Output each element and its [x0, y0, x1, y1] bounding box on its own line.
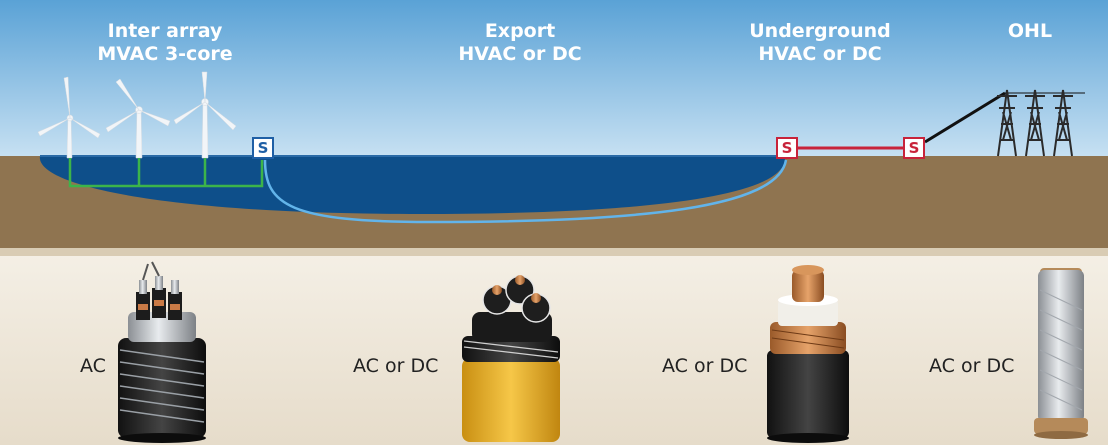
- cable-label-export: AC or DC: [353, 355, 439, 377]
- offshore-substation-box: S: [252, 137, 274, 159]
- header-inter-array: Inter array MVAC 3-core: [60, 20, 270, 66]
- header-ohl-line1: OHL: [1007, 20, 1053, 42]
- cable-cross-section-icon: [118, 261, 206, 443]
- export-cable: [263, 159, 788, 224]
- inter-array-cables: [68, 158, 264, 188]
- header-underground: Underground HVAC or DC: [720, 20, 920, 66]
- header-inter-array-line2: MVAC 3-core: [97, 43, 233, 65]
- sky: [0, 0, 1108, 156]
- ground-edge: [0, 248, 1108, 256]
- cable-cross-section-icon: [462, 275, 560, 442]
- header-underground-line2: HVAC or DC: [758, 43, 882, 65]
- transition-substation-box: S: [903, 137, 925, 159]
- header-export-line2: HVAC or DC: [458, 43, 582, 65]
- header-ohl: OHL: [960, 20, 1100, 43]
- cable-label-underground: AC or DC: [662, 355, 748, 377]
- transmission-tower-icon: [997, 89, 1073, 157]
- sea: [39, 156, 786, 214]
- wind-turbine-icon: [37, 71, 237, 159]
- header-underground-line1: Underground: [749, 20, 891, 42]
- overhead-line: [924, 91, 1006, 144]
- header-export-line1: Export: [484, 20, 556, 42]
- cable-label-ohl: AC or DC: [929, 355, 1015, 377]
- cable-label-inter-array: AC: [80, 355, 106, 377]
- onshore-substation-box: S: [776, 137, 798, 159]
- cable-cross-section-icon: [1034, 268, 1088, 439]
- header-inter-array-line1: Inter array: [107, 20, 223, 42]
- header-export: Export HVAC or DC: [420, 20, 620, 66]
- cable-cross-section-icon: [767, 265, 849, 443]
